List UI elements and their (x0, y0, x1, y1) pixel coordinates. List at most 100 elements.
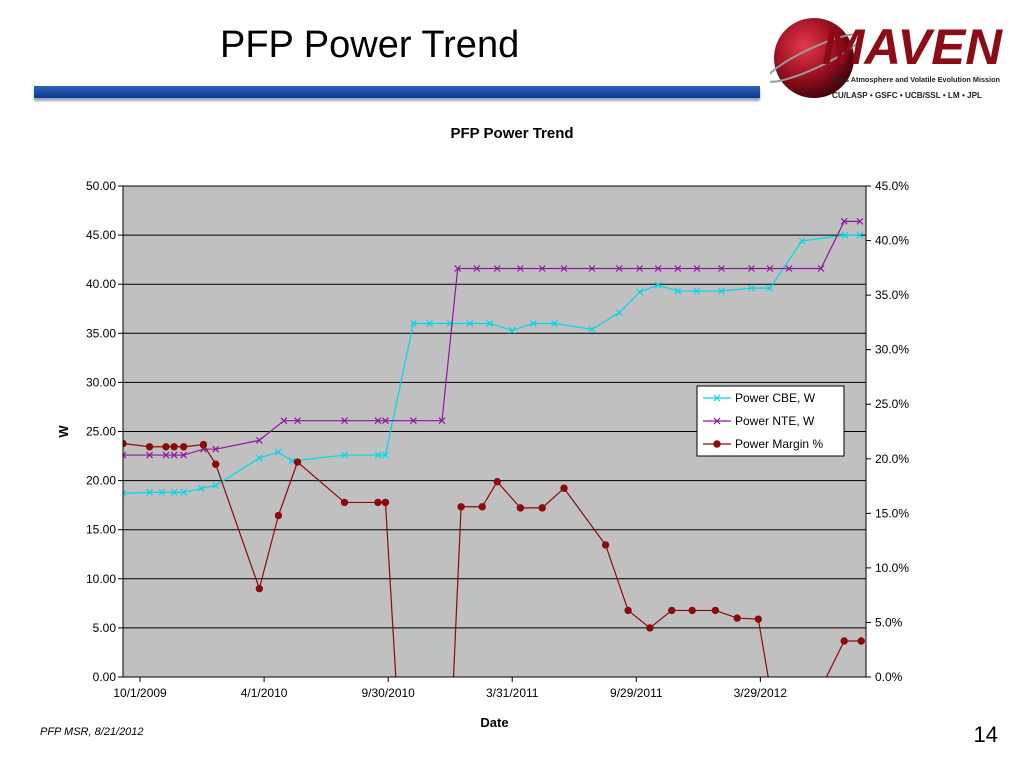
data-point-power-margin (212, 460, 220, 468)
legend-label-power-cbe-w: Power CBE, W (735, 391, 816, 405)
data-point-power-nte-w (280, 417, 288, 425)
data-point-power-cbe-w (693, 287, 701, 295)
data-point-power-margin (170, 443, 178, 451)
data-point-power-cbe-w (374, 451, 382, 459)
data-point-power-nte-w (438, 417, 446, 425)
y2-tick-label: 40.0% (875, 234, 909, 248)
y-tick-label: 35.00 (86, 326, 116, 340)
data-point-power-nte-w (180, 451, 188, 459)
data-point-power-cbe-w (674, 287, 682, 295)
data-point-power-margin (395, 717, 401, 723)
legend-label-power-nte-w: Power NTE, W (735, 414, 815, 428)
data-point-power-cbe-w (718, 287, 725, 295)
y-tick-label: 50.00 (86, 179, 116, 193)
y2-tick-label: 30.0% (875, 343, 909, 357)
data-point-power-nte-w (636, 265, 644, 272)
y2-tick-label: 20.0% (875, 452, 909, 466)
data-point-power-cbe-w (588, 325, 596, 333)
data-point-power-cbe-w (341, 451, 348, 459)
y-tick-label: 20.00 (86, 474, 116, 488)
maven-logo: MAVEN Mars Atmosphere and Volatile Evolu… (770, 18, 1003, 100)
data-point-power-nte-w (454, 265, 462, 272)
data-point-power-margin (374, 498, 382, 507)
data-point-power-margin (179, 443, 188, 451)
data-point-power-margin (493, 477, 501, 486)
data-point-power-nte-w (294, 417, 301, 425)
data-point-power-margin (255, 584, 264, 593)
data-point-power-cbe-w (255, 454, 263, 462)
data-point-power-margin (293, 458, 302, 466)
y-axis-title: W (56, 425, 71, 438)
legend-marker-power-cbe-w (713, 394, 721, 402)
x-tick-label: 3/29/2012 (734, 686, 788, 700)
data-point-power-margin (538, 504, 546, 512)
data-point-power-nte-w (162, 451, 170, 459)
legend-label-power-margin: Power Margin % (735, 437, 823, 451)
y2-tick-label: 45.0% (875, 179, 909, 193)
data-point-power-nte-w (766, 265, 774, 272)
data-point-power-cbe-w (466, 320, 474, 327)
data-point-power-cbe-w (146, 488, 154, 496)
x-tick-label: 9/30/2010 (361, 686, 415, 700)
data-point-power-margin (381, 498, 390, 507)
logo-subtitle: Mars Atmosphere and Volatile Evolution M… (832, 75, 1000, 84)
data-point-power-cbe-w (409, 320, 417, 327)
page-number: 14 (973, 722, 998, 747)
y-tick-label: 45.00 (86, 228, 116, 242)
data-point-power-nte-w (693, 265, 701, 272)
data-point-power-margin (478, 503, 486, 511)
data-point-power-nte-w (856, 217, 864, 225)
y-tick-label: 15.00 (86, 523, 116, 537)
data-point-power-margin (199, 440, 208, 449)
data-point-power-cbe-w (654, 281, 662, 289)
data-point-power-nte-w (255, 436, 263, 444)
data-point-power-margin (145, 443, 154, 451)
data-point-power-cbe-w (426, 320, 434, 327)
legend-marker-power-nte-w (713, 417, 721, 425)
data-point-power-nte-w (170, 451, 178, 459)
data-point-power-margin (560, 484, 568, 492)
data-point-power-cbe-w (274, 448, 282, 456)
data-point-power-nte-w (817, 265, 825, 272)
data-point-power-nte-w (538, 265, 546, 272)
data-point-power-cbe-w (766, 284, 774, 292)
data-point-power-cbe-w (212, 482, 220, 489)
data-point-power-cbe-w (123, 489, 127, 497)
planet-icon (774, 18, 854, 98)
y2-tick-label: 5.0% (875, 615, 903, 629)
data-point-power-nte-w (409, 417, 417, 425)
slide-title: PFP Power Trend (220, 24, 520, 66)
x-tick-label: 3/31/2011 (486, 686, 539, 700)
data-point-power-cbe-w (841, 231, 849, 239)
y2-tick-label: 35.0% (875, 288, 909, 302)
x-tick-label: 4/1/2010 (241, 686, 288, 700)
y-tick-label: 40.00 (86, 277, 116, 291)
series-line-power-nte-w (123, 220, 860, 456)
y-tick-label: 25.00 (86, 425, 116, 439)
data-point-power-nte-w (748, 265, 755, 272)
data-point-power-cbe-w (382, 451, 389, 459)
data-point-power-cbe-w (856, 231, 864, 239)
data-point-power-nte-w (382, 417, 389, 425)
data-point-power-nte-w (212, 445, 220, 453)
data-point-power-margin (624, 606, 632, 615)
data-point-power-cbe-w (748, 284, 755, 292)
y2-tick-label: 0.0% (875, 670, 903, 684)
data-point-power-nte-w (674, 265, 682, 272)
data-point-power-margin (857, 637, 865, 645)
data-point-power-cbe-w (197, 485, 205, 492)
data-point-power-cbe-w (180, 488, 188, 496)
data-point-power-cbe-w (798, 237, 806, 245)
y2-tick-label: 15.0% (875, 506, 909, 520)
data-point-power-nte-w (123, 451, 127, 459)
data-point-power-cbe-w (486, 320, 494, 327)
y2-tick-label: 25.0% (875, 397, 909, 411)
data-point-power-margin (162, 443, 170, 451)
data-point-power-cbe-w (508, 326, 516, 334)
y-tick-label: 30.00 (86, 375, 116, 389)
data-point-power-margin (601, 541, 610, 549)
data-point-power-nte-w (516, 265, 524, 272)
x-tick-label: 9/29/2011 (610, 686, 663, 700)
data-point-power-margin (448, 717, 454, 723)
data-point-power-margin (711, 606, 720, 615)
